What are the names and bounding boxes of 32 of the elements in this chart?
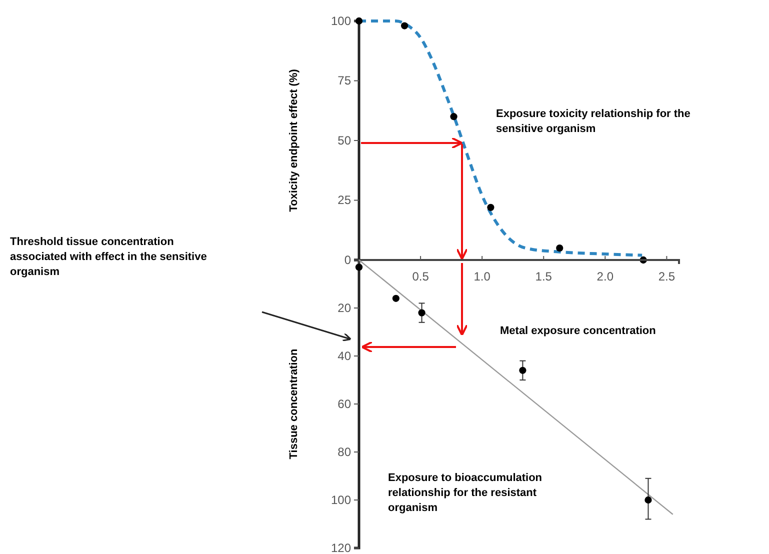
text: Threshold tissue concentration associated with effect in the sensitive organism: [10, 236, 207, 278]
x-tick-label: 1.5: [535, 270, 552, 284]
x-tick-label: 2.5: [658, 270, 676, 284]
point: [355, 264, 363, 271]
point: [400, 22, 408, 30]
y-tick-label: 75: [338, 74, 352, 88]
annotation: Exposure toxicity relationship for the sensitive organism: [496, 108, 690, 135]
y-tick-label: 25: [338, 193, 352, 208]
y-tick-label: 100: [330, 492, 352, 507]
y-tick-label: 40: [338, 348, 352, 363]
x-axis-title: Metal exposure concentration: [500, 325, 656, 337]
y-axis-title: Toxicity endpoint effect (%): [288, 68, 300, 212]
point: [519, 366, 526, 374]
point: [556, 244, 564, 252]
point: [392, 294, 400, 302]
y-tick-label: 0: [344, 252, 352, 267]
x-tick-label: 1.0: [474, 270, 491, 284]
x-tick-label: 0.5: [412, 270, 430, 284]
y-tick-label: 100: [330, 14, 352, 28]
x-tick-label: 2.0: [596, 270, 614, 284]
y-tick-label: 120: [330, 540, 352, 554]
y-tick-label: 20: [338, 300, 352, 315]
annotation: Exposure to bioaccumulation relationship for the resistant organism: [388, 472, 542, 514]
point: [450, 113, 458, 120]
point: [644, 496, 652, 504]
y-tick-label: 60: [338, 396, 352, 411]
y-axis-title: Tissue concentration: [288, 348, 300, 460]
point: [355, 17, 363, 25]
point: [487, 204, 494, 211]
y-tick-label: 50: [338, 133, 352, 148]
y-tick-label: 80: [338, 444, 352, 459]
point: [418, 309, 426, 316]
